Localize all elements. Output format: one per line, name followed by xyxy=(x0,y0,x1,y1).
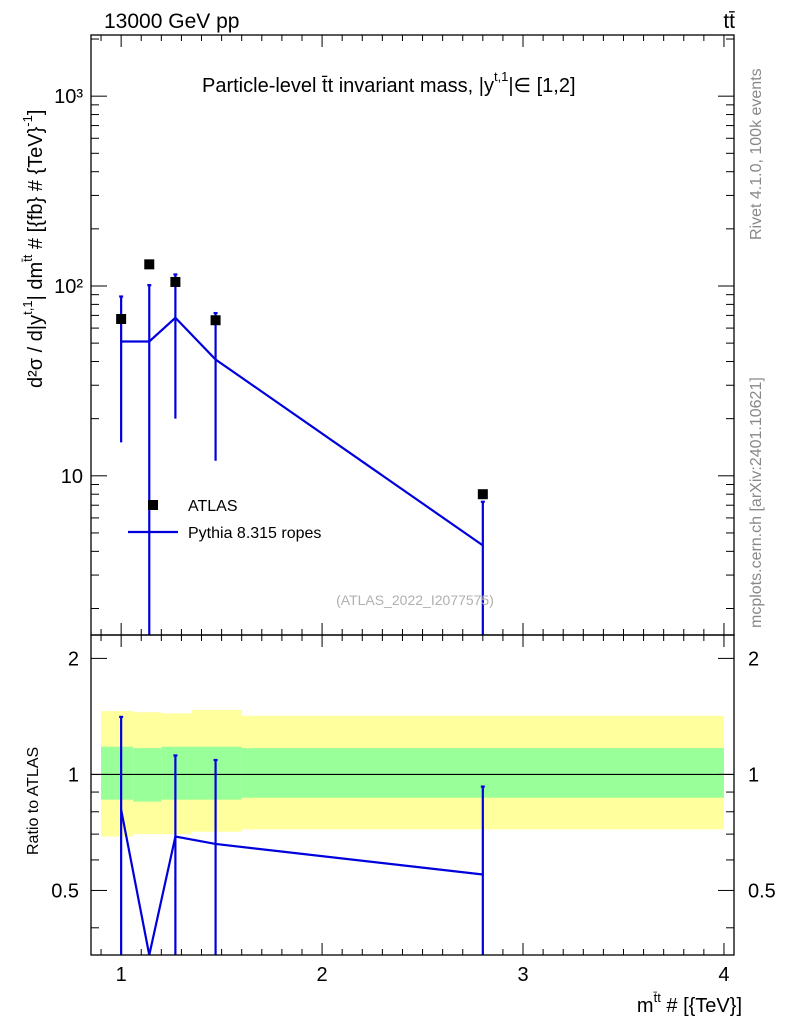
plot-title-tail: |∈ [1,2] xyxy=(508,75,575,97)
ratio-y-tick-label-right-0.5: 0.5 xyxy=(748,880,776,902)
xlabel-main: m xyxy=(637,995,654,1017)
x-tick-label-4: 4 xyxy=(718,964,729,986)
plot-title-main: Particle-level t̄t invariant mass, |y xyxy=(202,75,494,97)
main-plot-series xyxy=(116,259,488,635)
legend: ATLAS Pythia 8.315 ropes xyxy=(128,498,321,542)
legend-data-label: ATLAS xyxy=(188,498,238,515)
ratio-y-tick-label-left-2: 2 xyxy=(68,648,79,670)
data-point-3 xyxy=(210,315,221,326)
ratio-y-tick-label-left-1: 1 xyxy=(68,764,79,786)
ylabel-sup2: t̄t xyxy=(20,254,35,262)
ylabel-part3: # [{fb} # {TeV} xyxy=(25,126,47,254)
x-axis-label: mt̄t # [{TeV}] xyxy=(637,990,742,1017)
ratio-y-tick-label-right-1: 1 xyxy=(748,764,759,786)
ratio-y-tick-label-right-2: 2 xyxy=(748,648,759,670)
ratio-plot-ticks: 1 2 3 4 0.5 0.5 1 1 2 2 xyxy=(51,35,776,986)
legend-mc-label: Pythia 8.315 ropes xyxy=(188,525,321,542)
ratio-uncertainty-bands xyxy=(91,709,734,837)
data-point-0 xyxy=(116,314,127,325)
energy-label: 13000 GeV pp xyxy=(104,10,239,33)
ylabel-part2: | dm xyxy=(25,262,47,301)
rivet-info: Rivet 4.1.0, 100k events xyxy=(748,68,765,240)
ratio-plot-series xyxy=(119,715,485,956)
plot-title-sup: t,1 xyxy=(494,69,508,84)
ratio-plot-frame xyxy=(90,634,735,956)
main-y-axis-label: d²σ / d|yt,1| dmt̄t # [{fb} # {TeV}-1] xyxy=(20,110,47,388)
ratio-y-tick-label-left-0.5: 0.5 xyxy=(51,880,79,902)
mcplots-info: mcplots.cern.ch [arXiv:2401.10621] xyxy=(748,377,765,628)
ylabel-part4: ] xyxy=(25,110,47,116)
main-plot-frame xyxy=(90,34,735,636)
ylabel-sup1: t,1 xyxy=(20,300,35,314)
analysis-watermark: (ATLAS_2022_I2077575) xyxy=(336,592,494,608)
plot-title: Particle-level t̄t invariant mass, |yt,1… xyxy=(202,69,576,97)
data-point-2 xyxy=(170,276,181,287)
x-tick-label-3: 3 xyxy=(517,964,528,986)
data-point-4 xyxy=(477,489,488,500)
legend-data-marker xyxy=(148,500,158,510)
xlabel-tail: # [{TeV}] xyxy=(661,995,742,1017)
main-y-tick-label-10: 10 xyxy=(61,466,83,488)
x-tick-label-1: 1 xyxy=(116,964,127,986)
data-point-1 xyxy=(144,259,155,270)
ylabel-sup3: -1 xyxy=(20,115,35,127)
ratio-band-inner-0 xyxy=(101,746,134,800)
xlabel-sup: t̄t xyxy=(653,990,661,1005)
process-label: tt̄ xyxy=(723,10,735,33)
ylabel-part1: d²σ / d|y xyxy=(25,315,47,388)
x-tick-label-2: 2 xyxy=(317,964,328,986)
main-y-tick-label-100: 10² xyxy=(54,276,83,298)
main-y-tick-label-1000: 10³ xyxy=(54,86,83,108)
main-plot-ticks: 10 10² 10³ xyxy=(54,35,734,955)
ratio-y-axis-label: Ratio to ATLAS xyxy=(25,747,42,855)
